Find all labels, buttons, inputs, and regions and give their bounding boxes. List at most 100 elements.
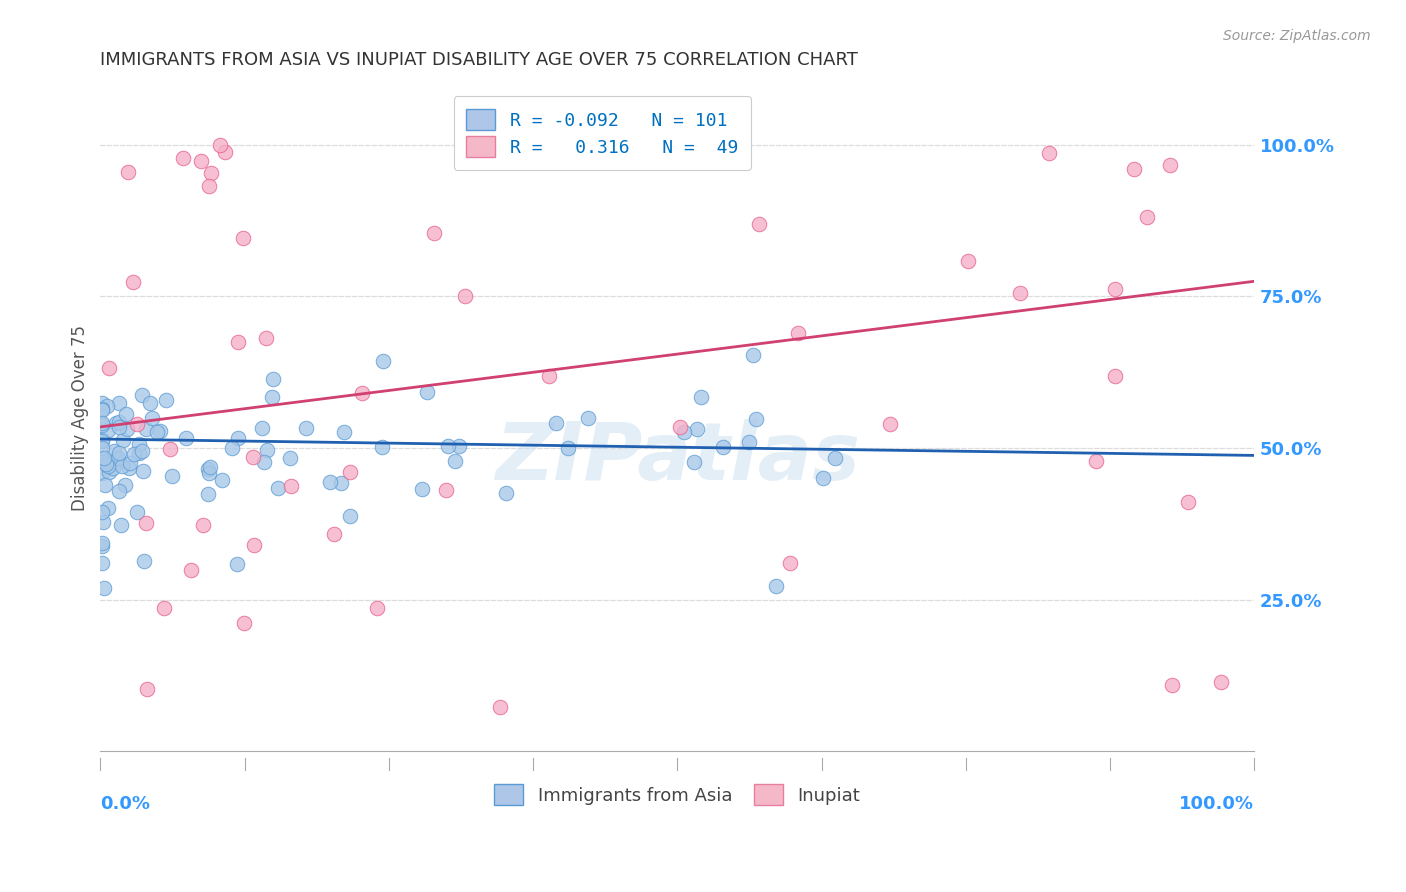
- Point: [225, 557, 247, 571]
- Point: [90, 402, 112, 417]
- Point: [174, 431, 197, 445]
- Point: [190, 153, 212, 168]
- Point: [90, 417, 112, 431]
- Point: [90, 434, 112, 448]
- Point: [1008, 286, 1031, 301]
- Point: [1104, 368, 1126, 383]
- Point: [437, 439, 460, 453]
- Point: [94, 478, 117, 492]
- Legend: Immigrants from Asia, Inupiat: Immigrants from Asia, Inupiat: [488, 777, 868, 813]
- Point: [1084, 453, 1107, 467]
- Point: [254, 331, 277, 345]
- Point: [214, 145, 236, 160]
- Point: [711, 440, 734, 454]
- Point: [748, 217, 770, 231]
- Point: [557, 441, 579, 455]
- Point: [1211, 675, 1233, 690]
- Point: [209, 138, 232, 153]
- Point: [434, 483, 457, 497]
- Point: [90, 451, 112, 466]
- Point: [108, 446, 131, 460]
- Point: [100, 455, 122, 469]
- Point: [173, 151, 195, 165]
- Point: [90, 417, 112, 432]
- Point: [765, 579, 787, 593]
- Point: [1161, 678, 1184, 692]
- Point: [103, 460, 125, 475]
- Point: [350, 385, 373, 400]
- Point: [108, 420, 131, 434]
- Point: [108, 395, 131, 409]
- Point: [422, 226, 444, 240]
- Point: [197, 178, 219, 193]
- Point: [91, 434, 114, 448]
- Point: [135, 516, 157, 531]
- Point: [1136, 210, 1159, 224]
- Point: [211, 473, 233, 487]
- Point: [91, 516, 114, 530]
- Point: [444, 454, 467, 468]
- Point: [243, 537, 266, 551]
- Point: [1104, 282, 1126, 296]
- Point: [90, 535, 112, 549]
- Point: [115, 422, 138, 436]
- Point: [90, 395, 112, 409]
- Point: [125, 417, 148, 432]
- Point: [108, 415, 131, 429]
- Point: [787, 326, 810, 341]
- Point: [339, 509, 361, 524]
- Point: [738, 435, 761, 450]
- Point: [97, 423, 120, 437]
- Point: [108, 454, 131, 468]
- Point: [90, 505, 112, 519]
- Point: [262, 390, 284, 404]
- Point: [139, 396, 162, 410]
- Point: [160, 469, 183, 483]
- Point: [96, 399, 118, 413]
- Point: [132, 464, 155, 478]
- Point: [93, 582, 115, 596]
- Point: [779, 556, 801, 570]
- Y-axis label: Disability Age Over 75: Disability Age Over 75: [72, 325, 89, 511]
- Point: [686, 421, 709, 435]
- Point: [197, 467, 219, 481]
- Point: [495, 486, 517, 500]
- Point: [226, 334, 249, 349]
- Text: 100.0%: 100.0%: [1180, 795, 1254, 813]
- Point: [90, 539, 112, 553]
- Point: [122, 275, 145, 289]
- Point: [193, 518, 215, 533]
- Point: [180, 563, 202, 577]
- Point: [110, 517, 132, 532]
- Point: [136, 681, 159, 696]
- Point: [108, 483, 131, 498]
- Point: [824, 450, 846, 465]
- Point: [197, 462, 219, 476]
- Point: [250, 420, 273, 434]
- Point: [153, 601, 176, 615]
- Point: [97, 500, 120, 515]
- Point: [411, 482, 433, 496]
- Point: [149, 425, 172, 439]
- Point: [112, 433, 135, 447]
- Point: [370, 440, 392, 454]
- Point: [267, 481, 290, 495]
- Point: [110, 459, 132, 474]
- Point: [319, 475, 342, 489]
- Point: [280, 479, 302, 493]
- Point: [879, 417, 901, 431]
- Point: [673, 425, 696, 439]
- Point: [668, 420, 690, 434]
- Point: [449, 439, 471, 453]
- Point: [366, 601, 388, 615]
- Text: Source: ZipAtlas.com: Source: ZipAtlas.com: [1223, 29, 1371, 43]
- Point: [454, 289, 477, 303]
- Point: [1177, 494, 1199, 508]
- Point: [90, 467, 112, 481]
- Point: [373, 354, 395, 368]
- Point: [322, 527, 344, 541]
- Point: [489, 700, 512, 714]
- Point: [1159, 158, 1181, 172]
- Point: [253, 455, 276, 469]
- Point: [538, 368, 561, 383]
